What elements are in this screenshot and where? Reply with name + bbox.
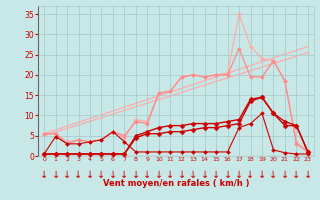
- Text: ↓: ↓: [86, 170, 94, 180]
- Text: ↓: ↓: [201, 170, 209, 180]
- Text: ↓: ↓: [166, 170, 174, 180]
- Text: ↓: ↓: [178, 170, 186, 180]
- Text: ↓: ↓: [109, 170, 117, 180]
- Text: ↓: ↓: [235, 170, 243, 180]
- Text: ↓: ↓: [75, 170, 83, 180]
- Text: ↓: ↓: [224, 170, 232, 180]
- Text: ↓: ↓: [292, 170, 300, 180]
- Text: ↓: ↓: [97, 170, 106, 180]
- Text: ↓: ↓: [281, 170, 289, 180]
- Text: ↓: ↓: [189, 170, 197, 180]
- X-axis label: Vent moyen/en rafales ( km/h ): Vent moyen/en rafales ( km/h ): [103, 179, 249, 188]
- Text: ↓: ↓: [304, 170, 312, 180]
- Text: ↓: ↓: [40, 170, 48, 180]
- Text: ↓: ↓: [143, 170, 151, 180]
- Text: ↓: ↓: [63, 170, 71, 180]
- Text: ↓: ↓: [258, 170, 266, 180]
- Text: ↓: ↓: [155, 170, 163, 180]
- Text: ↓: ↓: [212, 170, 220, 180]
- Text: ↓: ↓: [52, 170, 60, 180]
- Text: ↓: ↓: [246, 170, 255, 180]
- Text: ↓: ↓: [132, 170, 140, 180]
- Text: ↓: ↓: [269, 170, 277, 180]
- Text: ↓: ↓: [120, 170, 128, 180]
